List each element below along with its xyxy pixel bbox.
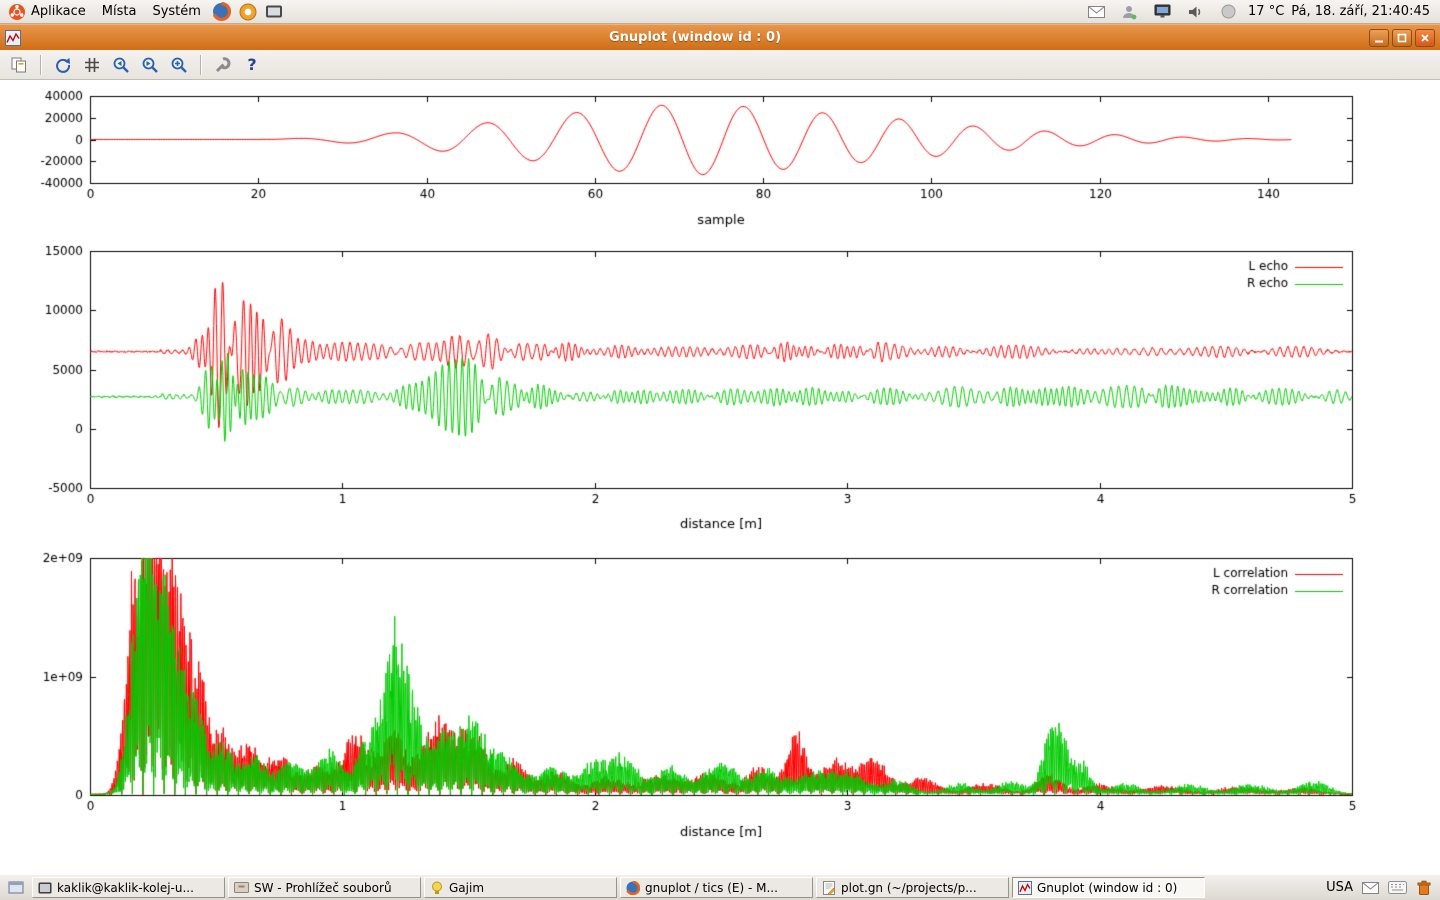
system-menu-label: Systém	[152, 4, 201, 19]
grid-icon[interactable]	[79, 53, 105, 77]
display-icon[interactable]	[1151, 1, 1173, 23]
chart-correlation-canvas[interactable]	[0, 550, 1440, 874]
task-button-editor[interactable]: plot.gn (~/projects/p...	[816, 877, 1009, 898]
text-editor-task-icon	[822, 880, 836, 895]
panel-right-group: 17 °C Pá, 18. září, 21:40:45	[1083, 1, 1440, 23]
show-desktop-button[interactable]	[5, 877, 27, 899]
places-menu-label: Místa	[101, 4, 137, 19]
chart-echo-canvas[interactable]	[0, 240, 1440, 550]
gnuplot-window: Gnuplot (window id : 0)	[0, 24, 1440, 874]
task-button-gajim[interactable]: Gajim	[424, 877, 617, 898]
taskbar: kaklik@kaklik-kolej-u... SW - Prohlížeč …	[0, 874, 1440, 900]
gajim-task-icon	[430, 881, 444, 895]
help-launcher-icon[interactable]	[237, 1, 259, 23]
window-controls	[1369, 28, 1435, 47]
file-manager-task-icon	[234, 881, 249, 894]
applications-menu-label: Aplikace	[31, 4, 86, 19]
task-button-label: SW - Prohlížeč souborů	[254, 880, 392, 895]
titlebar[interactable]: Gnuplot (window id : 0)	[0, 24, 1440, 50]
settings-wrench-icon[interactable]	[210, 53, 236, 77]
volume-icon[interactable]	[1184, 1, 1206, 23]
applications-menu[interactable]: Aplikace	[0, 0, 94, 23]
toolbar-separator	[200, 54, 202, 75]
mail-notification-icon[interactable]	[1085, 1, 1107, 23]
gnome-top-panel: Aplikace Místa Systém	[0, 0, 1440, 24]
places-menu[interactable]: Místa	[94, 0, 145, 23]
keyboard-layout-indicator[interactable]: USA	[1326, 880, 1353, 895]
copy-icon[interactable]	[6, 53, 32, 77]
ubuntu-logo-icon	[8, 3, 26, 21]
zoom-previous-icon[interactable]	[108, 53, 134, 77]
replot-icon[interactable]	[50, 53, 76, 77]
task-button-label: kaklik@kaklik-kolej-u...	[57, 880, 194, 895]
window-title: Gnuplot (window id : 0)	[608, 30, 782, 45]
task-button-gnuplot[interactable]: Gnuplot (window id : 0)	[1012, 877, 1205, 898]
panel-left-group: Aplikace Místa Systém	[0, 0, 287, 23]
task-button-label: Gnuplot (window id : 0)	[1037, 880, 1178, 895]
window-icon	[5, 29, 21, 46]
trash-icon[interactable]	[1416, 880, 1432, 896]
close-button[interactable]	[1415, 28, 1435, 47]
zoom-next-icon[interactable]	[137, 53, 163, 77]
task-button-label: Gajim	[449, 880, 485, 895]
task-button-label: plot.gn (~/projects/p...	[841, 880, 977, 895]
autoscale-icon[interactable]	[166, 53, 192, 77]
help-glyph: ?	[247, 55, 257, 74]
firefox-task-icon	[626, 880, 640, 895]
toolbar-separator	[40, 54, 42, 75]
maximize-button[interactable]	[1392, 28, 1412, 47]
user-switcher-icon[interactable]	[1118, 1, 1140, 23]
plot-area	[0, 80, 1440, 874]
task-button-firefox[interactable]: gnuplot / tics (E) - M...	[620, 877, 813, 898]
taskbar-right-group: USA	[1326, 880, 1437, 896]
clock[interactable]: Pá, 18. září, 21:40:45	[1291, 4, 1430, 19]
mail-icon[interactable]	[1362, 881, 1379, 894]
toolbar: ?	[0, 50, 1440, 80]
help-icon[interactable]: ?	[239, 53, 265, 77]
chart-pulse-canvas[interactable]	[0, 80, 1440, 240]
task-button-file-manager[interactable]: SW - Prohlížeč souborů	[228, 877, 421, 898]
terminal-launcher-icon[interactable]	[263, 1, 285, 23]
weather-icon[interactable]	[1217, 1, 1239, 23]
firefox-launcher-icon[interactable]	[211, 1, 233, 23]
task-button-label: gnuplot / tics (E) - M...	[645, 880, 778, 895]
task-button-terminal[interactable]: kaklik@kaklik-kolej-u...	[32, 877, 225, 898]
system-menu[interactable]: Systém	[144, 0, 208, 23]
terminal-task-icon	[38, 881, 52, 895]
gnuplot-task-icon	[1018, 880, 1032, 895]
minimize-button[interactable]	[1369, 28, 1389, 47]
keyboard-icon[interactable]	[1388, 881, 1407, 894]
temperature-label[interactable]: 17 °C	[1248, 4, 1285, 19]
